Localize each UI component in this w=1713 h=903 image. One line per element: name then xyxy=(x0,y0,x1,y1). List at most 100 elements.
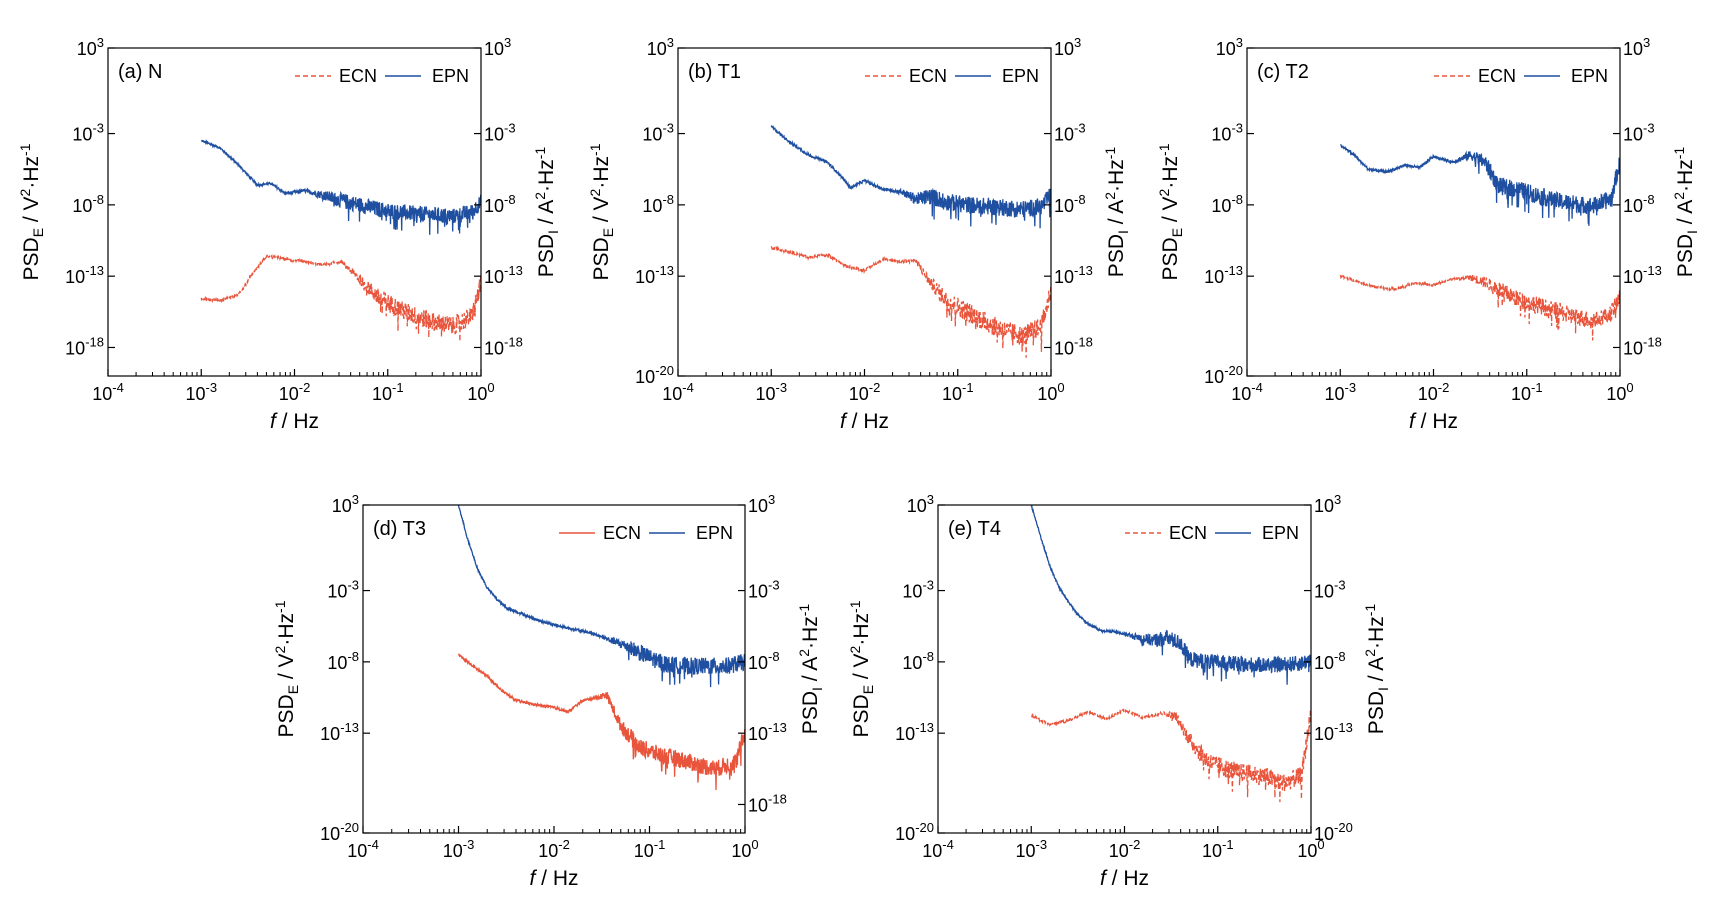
y-left-axis-label: PSDE / V2·Hz-1 xyxy=(1156,143,1185,280)
x-tick-label: 10-2 xyxy=(538,837,570,861)
panel-n: 10-4 10-3 10-2 10-1 100 103 10-3 10-8 10-13 10-18… xyxy=(17,35,561,433)
legend: EPN ECN xyxy=(559,523,733,543)
y-right-tick-label: 103 xyxy=(1314,492,1341,516)
y-right-axis-label: PSDI / A2·Hz-1 xyxy=(796,604,825,735)
y-left-tick-label: 10-20 xyxy=(320,820,359,844)
x-tick-label: 100 xyxy=(731,837,758,861)
y-right-tick-label: 103 xyxy=(484,35,511,59)
legend: EPN ECN xyxy=(1125,523,1299,543)
y-left-tick-label: 10-3 xyxy=(327,578,359,602)
legend-ecn-label: ECN xyxy=(1169,523,1207,543)
series-epn-line xyxy=(770,125,1051,229)
legend-epn-label: EPN xyxy=(432,66,469,86)
y-left-axis-label: PSDE / V2·Hz-1 xyxy=(587,143,616,280)
x-tick-label: 100 xyxy=(1297,837,1324,861)
y-right-tick-label: 10-3 xyxy=(1054,121,1086,145)
y-left-axis-label: PSDE / V2·Hz-1 xyxy=(272,600,301,737)
y-right-tick-label: 10-13 xyxy=(1314,720,1353,744)
legend-epn-label: EPN xyxy=(696,523,733,543)
x-axis-label: f / Hz xyxy=(270,410,319,433)
y-left-tick-label: 10-20 xyxy=(895,820,934,844)
legend: EPN ECN xyxy=(865,66,1039,86)
x-axis-label: f / Hz xyxy=(529,867,578,890)
y-left-tick-label: 103 xyxy=(77,35,104,59)
y-right-tick-label: 10-3 xyxy=(1314,578,1346,602)
y-left-tick-label: 10-13 xyxy=(65,263,104,287)
y-left-tick-label: 10-13 xyxy=(635,263,674,287)
y-left-tick-label: 10-13 xyxy=(320,720,359,744)
x-tick-label: 100 xyxy=(1606,380,1633,404)
y-right-axis-label: PSDI / A2·Hz-1 xyxy=(1102,147,1131,278)
y-right-tick-label: 10-3 xyxy=(748,578,780,602)
panel-label: (c) T2 xyxy=(1257,61,1309,83)
y-right-axis-label: PSDI / A2·Hz-1 xyxy=(1671,147,1700,278)
series-ecn-line xyxy=(200,254,481,342)
x-tick-label: 10-2 xyxy=(849,380,881,404)
y-right-axis-label: PSDI / A2·Hz-1 xyxy=(1362,604,1391,735)
series-ecn-line xyxy=(770,245,1051,358)
legend: EPN ECN xyxy=(1434,66,1608,86)
x-tick-label: 10-4 xyxy=(1231,380,1263,404)
y-right-tick-label: 10-20 xyxy=(1314,820,1353,844)
panel-t2: 10-4 10-3 10-2 10-1 100 103 10-3 10-8 10-13 10-20… xyxy=(1156,35,1700,433)
x-tick-label: 10-3 xyxy=(755,380,787,404)
series-epn-line xyxy=(1030,505,1311,685)
y-left-tick-label: 10-8 xyxy=(327,649,359,673)
y-right-tick-label: 10-18 xyxy=(1054,334,1093,358)
y-left-tick-label: 103 xyxy=(332,492,359,516)
x-axis-label: f / Hz xyxy=(1100,867,1149,890)
x-tick-label: 10-3 xyxy=(1324,380,1356,404)
y-right-tick-label: 10-8 xyxy=(1054,192,1086,216)
x-tick-label: 10-1 xyxy=(634,837,666,861)
y-left-tick-label: 10-8 xyxy=(72,192,104,216)
x-tick-label: 10-4 xyxy=(662,380,694,404)
panel-label: (d) T3 xyxy=(373,518,426,540)
legend-epn-label: EPN xyxy=(1002,66,1039,86)
y-left-tick-label: 10-18 xyxy=(65,334,104,358)
y-left-axis-label: PSDE / V2·Hz-1 xyxy=(17,143,46,280)
y-left-tick-label: 103 xyxy=(647,35,674,59)
legend-ecn-label: ECN xyxy=(909,66,947,86)
y-right-tick-label: 103 xyxy=(1054,35,1081,59)
x-tick-label: 100 xyxy=(1037,380,1064,404)
y-right-tick-label: 10-8 xyxy=(748,649,780,673)
x-tick-label: 10-2 xyxy=(1109,837,1141,861)
panel-label: (a) N xyxy=(118,61,162,83)
y-left-tick-label: 10-3 xyxy=(642,121,674,145)
x-tick-label: 10-1 xyxy=(1511,380,1543,404)
y-left-tick-label: 10-13 xyxy=(895,720,934,744)
y-right-tick-label: 10-8 xyxy=(1314,649,1346,673)
y-right-tick-label: 10-13 xyxy=(1054,263,1093,287)
y-right-axis-label: PSDI / A2·Hz-1 xyxy=(532,147,561,278)
y-left-tick-label: 10-20 xyxy=(635,363,674,387)
y-right-tick-label: 10-8 xyxy=(484,192,516,216)
y-right-tick-label: 10-18 xyxy=(484,334,523,358)
y-right-tick-label: 10-8 xyxy=(1623,192,1655,216)
legend-ecn-label: ECN xyxy=(1478,66,1516,86)
y-left-tick-label: 10-3 xyxy=(902,578,934,602)
x-tick-label: 10-1 xyxy=(372,380,404,404)
panel-label: (e) T4 xyxy=(948,518,1001,540)
x-tick-label: 10-3 xyxy=(443,837,475,861)
y-right-tick-label: 10-13 xyxy=(748,720,787,744)
x-tick-label: 10-2 xyxy=(279,380,311,404)
x-tick-label: 10-3 xyxy=(185,380,217,404)
y-right-tick-label: 10-3 xyxy=(1623,121,1655,145)
x-axis-label: f / Hz xyxy=(1409,410,1458,433)
x-tick-label: 10-4 xyxy=(92,380,124,404)
x-tick-label: 10-2 xyxy=(1418,380,1450,404)
y-left-tick-label: 10-8 xyxy=(642,192,674,216)
y-left-tick-label: 103 xyxy=(907,492,934,516)
y-left-axis-label: PSDE / V2·Hz-1 xyxy=(847,600,876,737)
x-tick-label: 10-4 xyxy=(347,837,379,861)
x-tick-label: 10-4 xyxy=(922,837,954,861)
panel-t1: 10-4 10-3 10-2 10-1 100 103 10-3 10-8 10-13 10-20… xyxy=(587,35,1131,433)
panel-label: (b) T1 xyxy=(688,61,741,83)
series-ecn-line xyxy=(1031,708,1311,803)
y-right-tick-label: 103 xyxy=(748,492,775,516)
x-tick-label: 10-1 xyxy=(942,380,974,404)
y-right-tick-label: 10-18 xyxy=(1623,334,1662,358)
y-left-tick-label: 10-8 xyxy=(1211,192,1243,216)
y-left-tick-label: 10-20 xyxy=(1204,363,1243,387)
